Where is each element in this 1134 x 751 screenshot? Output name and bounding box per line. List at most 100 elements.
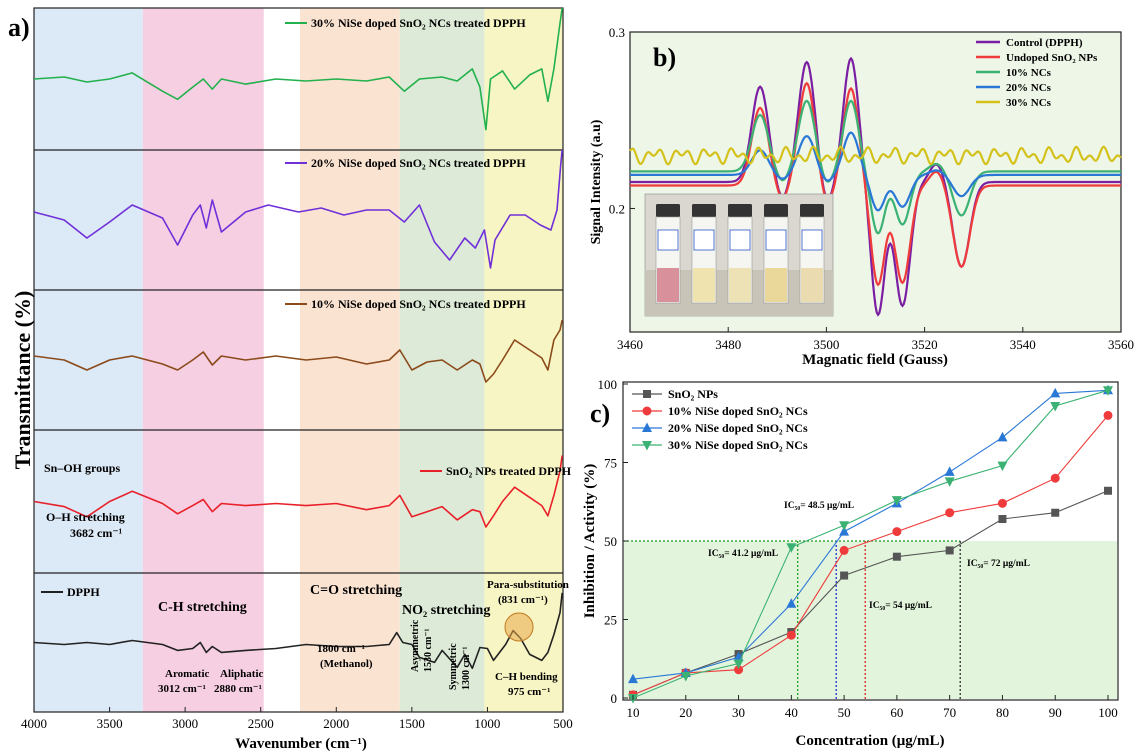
inhibition-point-s2-60	[892, 527, 902, 537]
ftir-x-tick-label-3500: 3500	[97, 716, 123, 731]
ftir-x-tick-label-500: 500	[553, 716, 573, 731]
epr-spectra	[629, 56, 1122, 317]
annotation-ch-stretch: C-H stretching	[158, 600, 247, 615]
inhibition-y-tick-label-0: 0	[611, 691, 618, 706]
panel-label-c: c)	[590, 399, 610, 428]
ftir-legend-label-1: 30% NiSe doped SnO₂ NCs treated DPPH	[311, 16, 526, 30]
annotation-aliphatic-value: 2880 cm⁻¹	[214, 683, 262, 695]
annotation-para: Para-substitution	[487, 579, 569, 591]
inhibition-series	[628, 384, 1113, 704]
panel-c-inhibition: IC₅₀= 48.5 μg/mL IC₅₀= 41.2 μg/mL IC₅₀= 54…	[582, 377, 1119, 749]
epr-legend-label-1: Control (DPPH)	[1006, 37, 1083, 49]
inhibition-legend-label-4: 30% NiSe doped SnO₂ NCs	[668, 438, 808, 452]
inhibition-point-s2-50	[839, 545, 849, 555]
inhibition-point-s1-90	[1051, 508, 1060, 517]
ftir-outer-frame	[33, 7, 564, 713]
annotation-ch-bend: C–H bending	[495, 671, 558, 683]
inhibition-y-tick-label-50: 50	[604, 534, 617, 549]
inhibition-x-tick-label-40: 40	[785, 705, 798, 720]
annotation-methanol-value: 1800 cm⁻¹	[317, 643, 365, 655]
epr-y-tick-label-1: 0.2	[609, 201, 625, 216]
ftir-annotations: Sn–OH groups O–H stretching 3682 cm⁻¹ C-…	[44, 461, 569, 698]
vial-cap	[764, 204, 788, 217]
ic50-label-1: IC₅₀= 48.5 μg/mL	[784, 501, 854, 511]
epr-y-tick-label-0: 0.3	[609, 25, 625, 40]
vial-liquid	[729, 268, 751, 302]
ftir-legend-label-4: SnO₂ NPs treated DPPH	[446, 464, 572, 478]
vial-liquid	[801, 268, 823, 302]
ftir-x-tick-label-4000: 4000	[21, 716, 47, 731]
vial-cap	[800, 204, 824, 217]
epr-series-line-2	[630, 81, 1121, 287]
inhibition-series-line-4	[632, 389, 1109, 699]
region-band-5	[484, 8, 563, 712]
annotation-oh-value: 3682 cm⁻¹	[70, 526, 123, 540]
ic50-guides: IC₅₀= 48.5 μg/mL IC₅₀= 41.2 μg/mL IC₅₀= 54…	[623, 501, 1030, 700]
ftir-x-tick-label-2000: 2000	[323, 716, 349, 731]
epr-legend: Control (DPPH) Undoped SnO₂ NPs 10% NCs 20%…	[976, 37, 1098, 109]
annotation-aliphatic: Aliphatic	[220, 668, 264, 680]
inhibition-series-line-2	[632, 415, 1109, 696]
annotation-sn-oh: Sn–OH groups	[44, 461, 120, 475]
inhibition-series-line-1	[632, 490, 1109, 696]
inhibition-point-s2-40	[786, 630, 796, 640]
inhibition-point-s4-60	[891, 496, 902, 506]
ftir-x-tick-label-3000: 3000	[172, 716, 198, 731]
inhibition-x-axis-label: Concentration (μg/mL)	[796, 733, 945, 749]
vial-cap	[692, 204, 716, 217]
ftir-legend-label-5: DPPH	[67, 585, 100, 599]
ftir-y-axis-label: Transmittance (%)	[10, 291, 35, 470]
epr-series-line-3	[630, 99, 1121, 235]
inhibition-legend-label-1: SnO₂ NPs	[668, 387, 718, 401]
inhibition-x-tick-label-20: 20	[679, 705, 692, 720]
annotation-ch-bend-value: 975 cm⁻¹	[508, 686, 550, 698]
inhibition-x-tick-label-100: 100	[1098, 705, 1118, 720]
ftir-x-axis-label: Wavenumber (cm⁻¹)	[235, 736, 367, 751]
vials-photo-inset	[644, 193, 834, 317]
inhibition-point-s2-70	[945, 508, 955, 518]
inhibition-legend-label-2: 10% NiSe doped SnO₂ NCs	[668, 404, 808, 418]
inhibition-y-tick-label-100: 100	[598, 377, 618, 392]
inhibition-point-s4-20	[680, 672, 691, 682]
epr-legend-label-5: 30% NCs	[1006, 97, 1052, 109]
inhibition-point-s4-30	[733, 659, 744, 669]
inhibition-point-s2-80	[997, 498, 1007, 508]
ftir-x-tick-label-1500: 1500	[399, 716, 425, 731]
vial-label	[693, 229, 715, 251]
inhibition-legend-label-3: 20% NiSe doped SnO₂ NCs	[668, 421, 808, 435]
annotation-asym-value: 1530 cm⁻¹	[423, 628, 434, 672]
epr-series-line-4	[630, 131, 1121, 212]
vial-liquid	[657, 268, 679, 302]
inhibition-y-tick-label-75: 75	[604, 456, 617, 471]
inhibition-x-tick-label-50: 50	[838, 705, 851, 720]
annotation-oh-stretch: O–H stretching	[46, 510, 125, 524]
vial-label	[801, 229, 823, 251]
inhibition-point-s3-90	[1050, 387, 1061, 398]
inhibition-x-tick-label-80: 80	[996, 705, 1009, 720]
annotation-co-stretch: C=O stretching	[310, 583, 402, 598]
annotation-no2-stretch: NO₂ stretching	[402, 603, 490, 618]
inhibition-y-tick-label-25: 25	[604, 613, 617, 628]
inhibition-y-axis-label: Inhibition / Activity (%)	[582, 464, 598, 619]
inhibition-point-s1-50	[840, 571, 849, 580]
annotation-methanol: (Methanol)	[320, 658, 373, 670]
epr-x-axis-label: Magnatic field (Gauss)	[802, 352, 948, 368]
ftir-x-ticks: 4000 3500 3000 2500 2000 1500 1000 500	[21, 707, 573, 731]
inhibition-point-s2-30	[734, 665, 744, 675]
ftir-legend-label-3: 10% NiSe doped SnO₂ NCs treated DPPH	[311, 297, 526, 311]
para-substitution-highlight	[504, 612, 534, 642]
inhibition-x-tick-label-10: 10	[627, 705, 640, 720]
epr-legend-label-4: 20% NCs	[1006, 82, 1052, 94]
vial-cap	[656, 204, 680, 217]
annotation-aromatic: Aromatic	[165, 668, 210, 680]
epr-legend-label-3: 10% NCs	[1006, 67, 1052, 79]
annotation-sym: Symmetric	[448, 643, 459, 690]
ftir-series-line-2	[33, 149, 563, 269]
vial-label	[657, 229, 679, 251]
inhibition-x-tick-label-70: 70	[943, 705, 956, 720]
ftir-series-line-3	[33, 319, 563, 383]
inhibition-x-tick-label-60: 60	[890, 705, 903, 720]
inhibition-point-s4-50	[839, 521, 850, 531]
epr-x-tick-label-3520: 3520	[912, 337, 938, 352]
